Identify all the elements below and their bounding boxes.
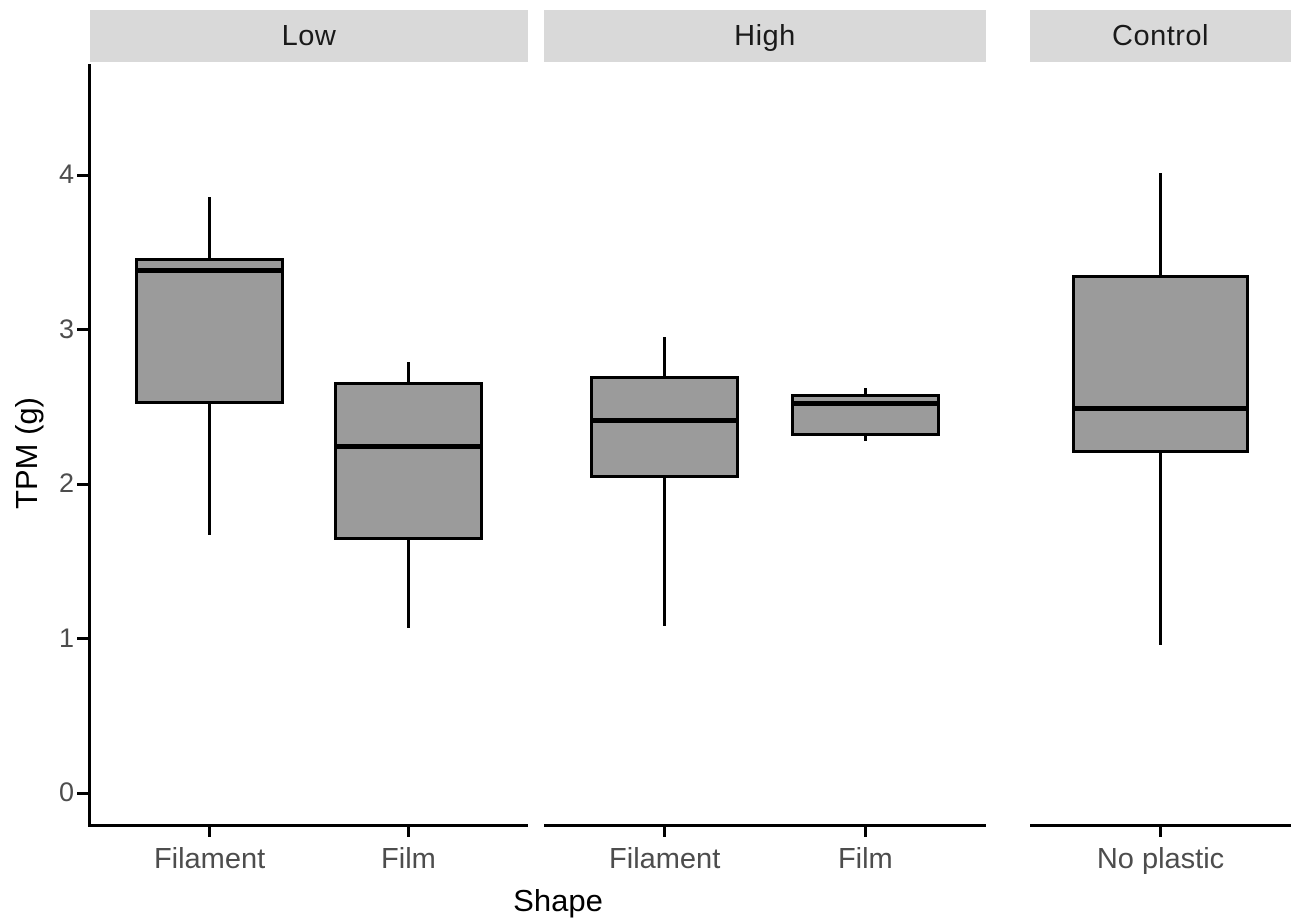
y-tick [77,482,90,486]
box [1072,275,1249,454]
box-median [790,401,940,407]
y-axis-line [88,64,91,827]
panel-axis-x [88,824,528,827]
x-tick-label: Filament [153,843,266,875]
x-tick [663,827,667,837]
box [135,258,285,404]
box [590,375,740,478]
facet-strip: Low [90,10,528,62]
y-tick-label: 4 [58,159,74,189]
facet-strip: High [544,10,986,62]
x-tick-label: Filament [609,843,721,875]
facet-strip-label: High [734,19,796,52]
box-whisker-lower [208,403,212,535]
x-tick-label: Film [837,843,893,875]
x-tick [406,827,410,837]
x-tick [863,827,867,837]
x-tick-label: Film [381,843,436,875]
box-median [590,418,740,424]
x-tick [208,827,212,837]
box-whisker-lower [863,436,867,441]
y-tick-label: 0 [58,777,74,807]
box-whisker-lower [663,477,667,627]
box-whisker-lower [1159,453,1162,645]
facet-strip-label: Control [1112,19,1209,52]
box-median [135,268,285,274]
y-tick [77,328,90,331]
x-axis-title: Shape [513,883,603,918]
panel-axis-x [544,824,986,827]
x-tick [1159,827,1162,837]
box-whisker-upper [1159,173,1162,276]
y-tick-label: 3 [58,313,74,344]
box-whisker-upper [406,361,410,383]
box-median [333,444,483,450]
facet-strip-label: Low [281,19,337,52]
panel-axis-x [1030,824,1291,827]
box-whisker-upper [208,196,212,259]
box-whisker-lower [406,539,410,628]
y-tick-label: 1 [58,622,74,653]
box-median [1072,405,1249,411]
y-tick-label: 2 [58,468,74,498]
box-whisker-upper [863,388,867,395]
y-tick [77,173,90,177]
x-tick-label: No plastic [1096,843,1225,875]
y-tick [77,637,90,640]
facet-strip: Control [1030,10,1291,62]
y-tick [77,791,90,795]
box [333,382,483,540]
box-whisker-upper [663,337,667,376]
